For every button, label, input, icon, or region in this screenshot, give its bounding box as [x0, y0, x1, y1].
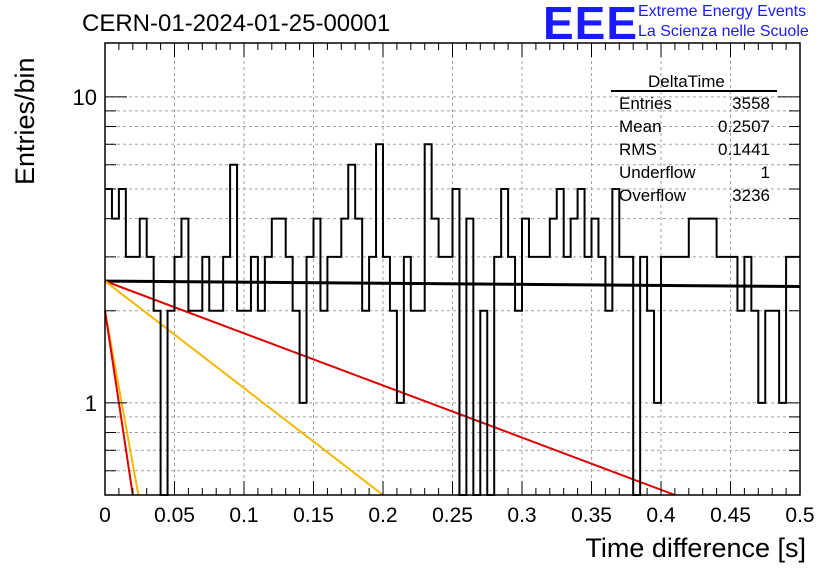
- run-title: CERN-01-2024-01-25-00001: [82, 10, 391, 37]
- org-name-line2: La Scienza nelle Scuole: [638, 23, 809, 40]
- x-tick-label: 0.2: [368, 504, 397, 527]
- y-tick-label: 10: [73, 85, 97, 110]
- fit-curve-red-1: [104, 280, 676, 496]
- x-tick-label: 0.35: [571, 504, 612, 527]
- stats-value-overflow: 3236: [732, 186, 770, 205]
- stats-value-entries: 3558: [732, 94, 770, 113]
- x-tick-label: 0.05: [154, 504, 195, 527]
- stats-key-rms: RMS: [619, 140, 657, 159]
- x-tick-label: 0.4: [646, 504, 676, 527]
- fit-curve-orange-2: [104, 280, 384, 496]
- stats-value-rms: 0.1441: [718, 140, 770, 159]
- x-tick-label: 0.3: [507, 504, 536, 527]
- org-name-line1: Extreme Energy Events: [638, 3, 807, 20]
- stats-value-mean: 0.2507: [718, 117, 770, 136]
- y-tick-label: 1: [85, 391, 97, 416]
- x-axis-label: Time difference [s]: [585, 533, 806, 563]
- histogram-outline: [105, 143, 800, 496]
- x-tick-label: 0.5: [785, 504, 814, 527]
- x-tick-label: 0.45: [710, 504, 751, 527]
- stats-value-underflow: 1: [760, 163, 770, 182]
- x-tick-label: 0.25: [432, 504, 473, 527]
- x-tick-label: 0.15: [293, 504, 334, 527]
- stats-key-underflow: Underflow: [619, 163, 696, 182]
- eee-logo: EEE: [543, 0, 639, 49]
- y-axis-label: Entries/bin: [10, 57, 40, 185]
- x-tick-label: 0.1: [229, 504, 258, 527]
- fit-curve-black-0: [104, 279, 801, 289]
- stats-key-entries: Entries: [619, 94, 672, 113]
- stats-key-mean: Mean: [619, 117, 662, 136]
- stats-title: DeltaTime: [648, 72, 725, 91]
- x-tick-label: 0: [99, 504, 111, 527]
- stats-key-overflow: Overflow: [619, 186, 687, 205]
